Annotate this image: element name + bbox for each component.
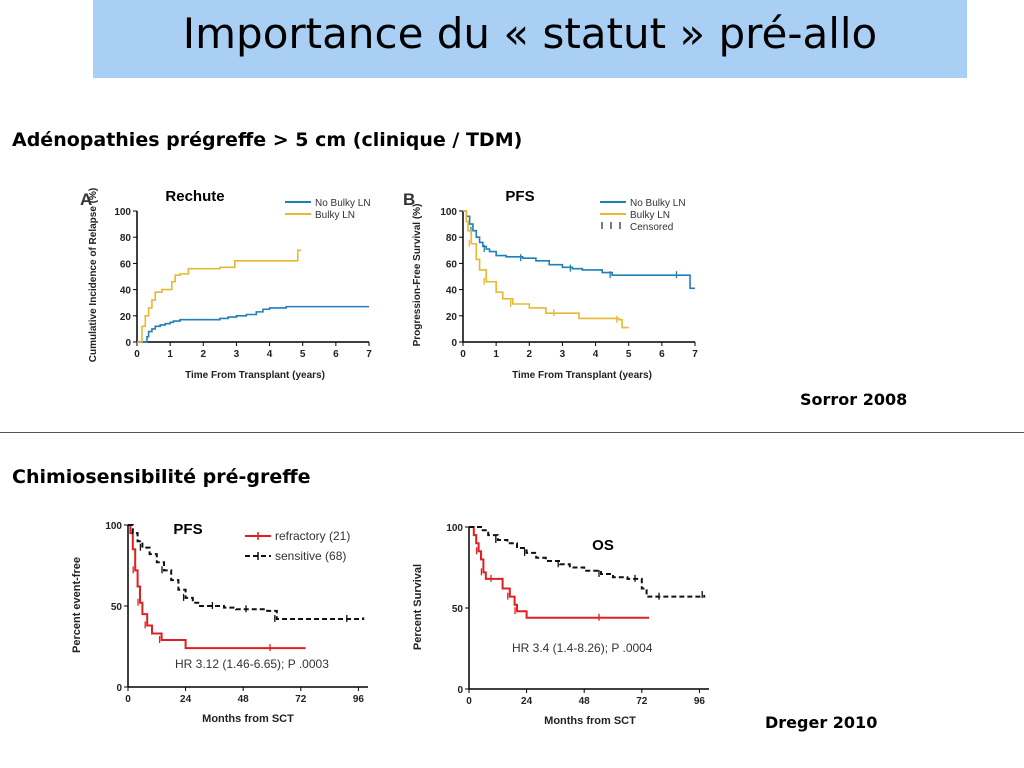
chart-c-legend-label: sensitive (68) <box>275 549 346 563</box>
chart-a-legend-label: No Bulky LN <box>315 198 371 209</box>
chart-a-x-tick-label: 6 <box>333 349 339 360</box>
chart-d-x-tick-label: 0 <box>466 696 472 707</box>
chart-c-annotation: HR 3.12 (1.46-6.65); P .0003 <box>175 657 329 671</box>
chart-d-x-tick-label: 24 <box>521 696 533 707</box>
chart-a-x-tick-label: 2 <box>201 349 207 360</box>
chart-a-label: Rechute <box>165 188 224 205</box>
chart-d-x-tick-label: 72 <box>636 696 648 707</box>
section-heading-bulky: Adénopathies prégreffe > 5 cm (clinique … <box>12 129 523 151</box>
chart-b-legend-label: Censored <box>630 222 673 233</box>
chart-c-x-tick-label: 24 <box>180 694 192 705</box>
chart-b-x-tick-label: 5 <box>626 349 632 360</box>
chart-d-series-0 <box>469 526 649 619</box>
chart-b-y-tick-label: 40 <box>446 286 458 297</box>
chart-c-x-tick-label: 72 <box>295 694 307 705</box>
chart-b-panel-letter: B <box>403 190 415 209</box>
chart-a-x-tick-label: 5 <box>300 349 306 360</box>
chart-a-series-1 <box>137 249 302 343</box>
chart-b-x-tick-label: 4 <box>593 349 599 360</box>
chart-c-x-tick-label: 48 <box>238 694 250 705</box>
chart-d-y-tick-label: 0 <box>457 685 463 696</box>
chart-b-series-0 <box>463 210 695 290</box>
chart-b-y-tick-label: 0 <box>451 338 457 349</box>
chart-b-legend-label: No Bulky LN <box>630 198 686 209</box>
chart-d-y-tick-label: 100 <box>446 523 463 534</box>
section-heading-chemosensitivity: Chimiosensibilité pré-greffe <box>12 466 311 488</box>
chart-c-y-tick-label: 50 <box>111 602 123 613</box>
chart-b-label: PFS <box>505 188 534 205</box>
chart-b-y-tick-label: 20 <box>446 312 458 323</box>
chart-d-x-axis-label: Months from SCT <box>544 715 636 727</box>
chart-a-y-tick-label: 20 <box>120 312 132 323</box>
chart-a-legend-label: Bulky LN <box>315 210 355 221</box>
chart-b-x-tick-label: 1 <box>493 349 499 360</box>
chart-b-x-tick-label: 3 <box>560 349 566 360</box>
chart-c-series-1 <box>128 524 365 620</box>
chart-a-x-tick-label: 3 <box>234 349 240 360</box>
chart-d-x-tick-label: 96 <box>694 696 706 707</box>
chart-a-y-tick-label: 80 <box>120 233 132 244</box>
chart-b-y-tick-label: 60 <box>446 259 458 270</box>
chart-d-series-1 <box>469 526 706 598</box>
chart-a-series-0 <box>137 305 369 343</box>
chart-c-y-tick-label: 100 <box>105 521 122 532</box>
chart-a-panel-letter: A <box>80 190 92 209</box>
chart-a-y-tick-label: 40 <box>120 286 132 297</box>
chart-a-x-tick-label: 1 <box>167 349 173 360</box>
chart-d-y-tick-label: 50 <box>452 604 464 615</box>
reference-sorror: Sorror 2008 <box>800 390 908 409</box>
chart-c-series-0 <box>128 524 306 650</box>
reference-dreger: Dreger 2010 <box>765 713 878 732</box>
chart-b-y-tick-label: 100 <box>440 207 457 218</box>
chart-c-x-axis-label: Months from SCT <box>202 713 294 725</box>
chart-a-y-tick-label: 100 <box>114 207 131 218</box>
chart-b-x-tick-label: 0 <box>460 349 466 360</box>
chart-d-label: OS <box>592 537 614 554</box>
chart-a-y-axis-label: Cumulative Incidence of Relapse (%) <box>88 188 99 363</box>
page-title: Importance du « statut » pré-allo <box>182 9 878 58</box>
chart-c-y-tick-label: 0 <box>116 683 122 694</box>
chart-c-x-tick-label: 96 <box>353 694 365 705</box>
chart-a-x-axis-label: Time From Transplant (years) <box>185 370 325 381</box>
chart-c-y-axis-label: Percent event-free <box>71 557 83 653</box>
chart-a-x-tick-label: 7 <box>366 349 372 360</box>
chart-d-annotation: HR 3.4 (1.4-8.26); P .0004 <box>512 641 653 655</box>
chart-b-x-tick-label: 6 <box>659 349 665 360</box>
chart-a-x-tick-label: 4 <box>267 349 273 360</box>
chart-d-y-axis-label: Percent Survival <box>412 564 424 650</box>
chart-a-y-tick-label: 0 <box>125 338 131 349</box>
title-banner: Importance du « statut » pré-allo <box>93 0 967 78</box>
chart-c-x-tick-label: 0 <box>125 694 131 705</box>
chart-c-legend-label: refractory (21) <box>275 529 350 543</box>
section-divider <box>0 432 1024 433</box>
chart-b-y-axis-label: Progression-Free Survival (%) <box>412 204 423 347</box>
chart-b-y-tick-label: 80 <box>446 233 458 244</box>
chart-c-label: PFS <box>173 521 202 538</box>
chart-b-legend-label: Bulky LN <box>630 210 670 221</box>
chart-b-x-tick-label: 7 <box>692 349 698 360</box>
chart-b-x-axis-label: Time From Transplant (years) <box>512 370 652 381</box>
chart-a-x-tick-label: 0 <box>134 349 140 360</box>
chart-d-x-tick-label: 48 <box>579 696 591 707</box>
chart-b-x-tick-label: 2 <box>527 349 533 360</box>
chart-a-y-tick-label: 60 <box>120 259 132 270</box>
chart-b-series-1 <box>463 210 629 329</box>
